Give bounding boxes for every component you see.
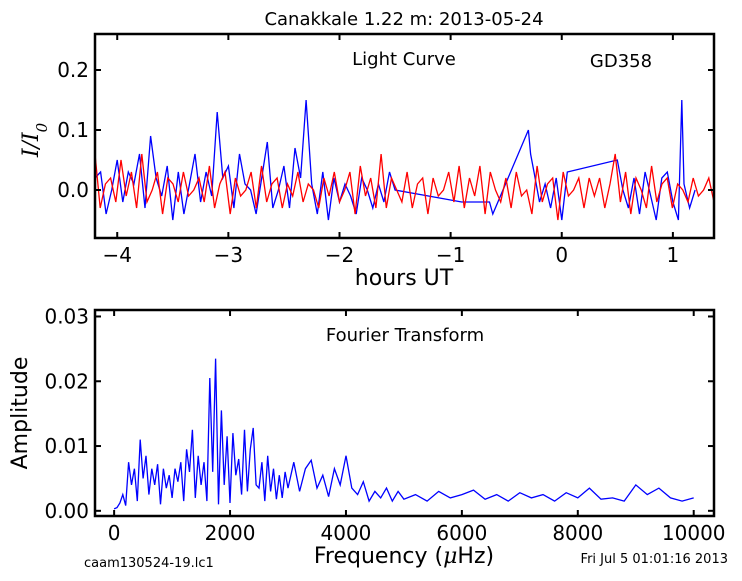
bottom-ytick-label: 0.00 (44, 499, 89, 523)
annotation-light-curve: Light Curve (352, 49, 456, 70)
figure-title: Canakkale 1.22 m: 2013-05-24 (264, 9, 543, 30)
bottom-xtick-label: 6000 (436, 521, 487, 545)
top-y-axis-title-main: I/I (19, 131, 44, 158)
light-curve-panel: −4 −3 −2 −1 0 1 0.0 0.1 0.2 (57, 32, 716, 267)
bottom-ytick-label: 0.02 (44, 369, 89, 393)
fourier-panel: 0 2000 4000 6000 8000 10000 0.00 0.01 0.02 0.03 (44, 304, 725, 545)
top-series-0 (94, 99, 696, 221)
top-xtick-label: −4 (102, 243, 131, 267)
top-ytick-label: 0.1 (57, 118, 89, 142)
bottom-xtick-label: 0 (108, 521, 121, 545)
bottom-xtick-label: 2000 (205, 521, 256, 545)
top-xtick-label: 1 (667, 243, 680, 267)
bottom-ytick-label: 0.03 (44, 304, 89, 328)
bottom-xtick-label: 4000 (321, 521, 372, 545)
bottom-frame (93, 308, 716, 518)
bottom-x-axis-title-mu: μ (443, 544, 457, 569)
top-y-axis-title-sub: 0 (33, 122, 51, 132)
top-xtick-label: −2 (325, 243, 354, 267)
bottom-series-0 (113, 358, 694, 510)
bottom-ytick-label: 0.01 (44, 434, 89, 458)
bottom-x-axis-title-end: Hz) (457, 544, 494, 569)
bottom-xtick-label: 8000 (552, 521, 603, 545)
bottom-y-axis-title: Amplitude (8, 357, 33, 470)
annotation-fourier-transform: Fourier Transform (326, 325, 484, 346)
footer-timestamp: Fri Jul 5 01:01:16 2013 (581, 552, 728, 567)
bottom-xtick-label: 10000 (662, 521, 726, 545)
top-x-axis-title: hours UT (355, 266, 454, 291)
top-series-1 (94, 153, 715, 221)
top-ytick-label: 0.2 (57, 58, 89, 82)
top-y-axis-title: I/I0 (19, 122, 51, 158)
top-xtick-label: −1 (436, 243, 465, 267)
top-xtick-label: 0 (555, 243, 568, 267)
top-ytick-label: 0.0 (57, 178, 89, 202)
bottom-x-axis-title-start: Frequency ( (314, 544, 443, 569)
annotation-gd358: GD358 (590, 51, 652, 72)
bottom-x-axis-title: Frequency (μHz) (314, 544, 494, 569)
top-xtick-label: −3 (214, 243, 243, 267)
top-frame (93, 32, 716, 240)
footer-filename: caam130524-19.lc1 (84, 556, 214, 571)
